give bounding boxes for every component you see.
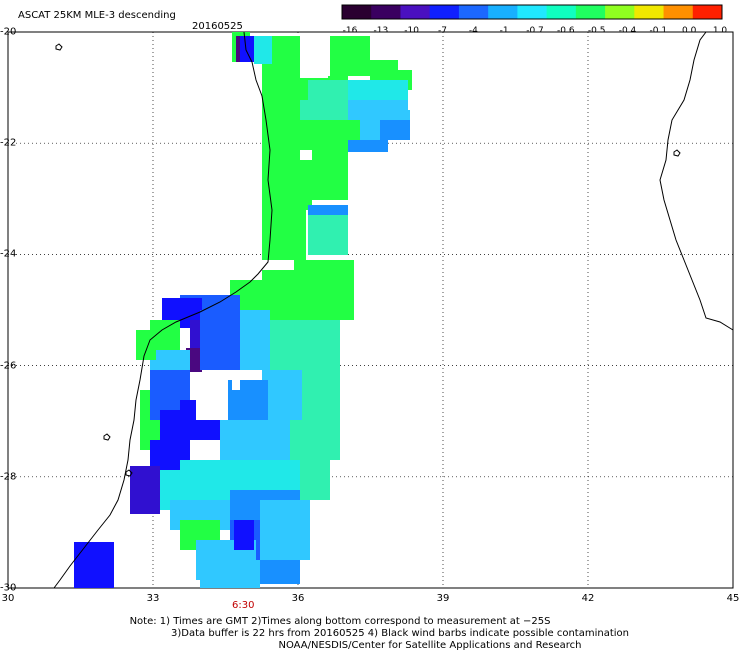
colorbar-tick: 1.0	[712, 26, 728, 36]
colorbar-frame	[341, 4, 723, 20]
colorbar-tick: -0.1	[649, 26, 668, 36]
wind-cell	[300, 100, 348, 120]
colorbar-tick: -1	[499, 26, 509, 36]
wind-cell	[260, 500, 310, 560]
lon-tick: 30	[1, 593, 15, 604]
colorbar-swatch	[488, 5, 518, 19]
island-outline	[125, 469, 133, 477]
no-data-gap	[200, 400, 224, 420]
colorbar-tick: -4	[468, 26, 478, 36]
product-title: ASCAT 25KM MLE-3 descending	[18, 10, 176, 21]
lat-tick: -30	[0, 582, 17, 594]
lon-tick: 42	[581, 593, 595, 604]
wind-cell	[74, 542, 114, 588]
lat-tick: -26	[0, 360, 17, 372]
lon-tick: 45	[726, 593, 740, 604]
colorbar-swatch	[342, 5, 372, 19]
lon-tick: 36	[291, 593, 305, 604]
wind-cell	[262, 64, 300, 104]
wind-cell	[348, 60, 398, 70]
colorbar-tick: 0.0	[681, 26, 697, 36]
colorbar-swatch	[663, 5, 694, 19]
wind-cell	[240, 310, 270, 370]
wind-cell	[240, 36, 254, 62]
colorbar-swatch	[575, 5, 606, 19]
wind-cell	[348, 140, 388, 152]
colorbar-swatch	[692, 5, 723, 19]
wind-cell	[312, 150, 348, 200]
wind-cell	[308, 205, 348, 217]
lat-tick: -22	[0, 137, 17, 149]
wind-cells	[74, 32, 412, 588]
colorbar-tick: -0.4	[618, 26, 637, 36]
wind-cell	[200, 310, 240, 370]
wind-cell	[256, 560, 300, 584]
wind-cell	[130, 466, 160, 514]
colorbar-swatch	[634, 5, 665, 19]
colorbar-tick: -7	[438, 26, 447, 36]
wind-cell	[294, 260, 354, 320]
note-line-2: 3)Data buffer is 22 hrs from 20160525 4)…	[171, 628, 629, 639]
colorbar-tick: -10	[404, 26, 420, 36]
no-data-gap	[300, 44, 328, 78]
colorbar-swatch	[605, 5, 635, 19]
wind-cell	[136, 330, 156, 360]
island-outline	[55, 43, 63, 51]
island-outline	[673, 149, 681, 157]
colorbar-swatch	[517, 5, 548, 19]
colorbar-swatch	[400, 5, 431, 19]
wind-cell	[200, 560, 260, 588]
colorbar-tick: -0.5	[587, 26, 606, 36]
coastline	[53, 31, 734, 589]
map-plot	[7, 31, 734, 589]
madagascar-coastline	[659, 31, 734, 331]
lon-tick: 33	[146, 593, 160, 604]
wind-cell	[234, 520, 254, 550]
wind-cell	[380, 120, 410, 140]
wind-cell	[262, 160, 312, 210]
colorbar-tick: -0.6	[557, 26, 575, 36]
note-line-1: Note: 1) Times are GMT 2)Times along bot…	[129, 616, 551, 627]
wind-cell	[308, 80, 348, 100]
colorbar-swatch	[458, 5, 489, 19]
island-outline	[103, 433, 111, 441]
no-data-gap	[232, 380, 240, 390]
colorbar	[341, 4, 723, 20]
colorbar-swatch	[371, 5, 401, 19]
lon-tick: 39	[436, 593, 450, 604]
africa-coastline	[53, 31, 273, 589]
lat-tick: -20	[0, 26, 17, 38]
note-line-3: NOAA/NESDIS/Center for Satellite Applica…	[278, 640, 582, 651]
wind-cell	[254, 36, 272, 64]
lat-tick: -24	[0, 248, 17, 260]
wind-cell	[262, 100, 300, 160]
colorbar-tick: -0.7	[526, 26, 544, 36]
colorbar-swatch	[546, 5, 577, 19]
colorbar-tick: -16	[342, 26, 358, 36]
lat-tick: -28	[0, 471, 17, 483]
time-label: 6:30	[232, 600, 255, 611]
colorbar-swatch	[429, 5, 460, 19]
wind-cell	[262, 370, 302, 420]
product-date: 20160525	[192, 21, 243, 32]
colorbar-tick: -13	[373, 26, 389, 36]
wind-cell	[290, 420, 340, 460]
wind-cell	[308, 215, 348, 255]
